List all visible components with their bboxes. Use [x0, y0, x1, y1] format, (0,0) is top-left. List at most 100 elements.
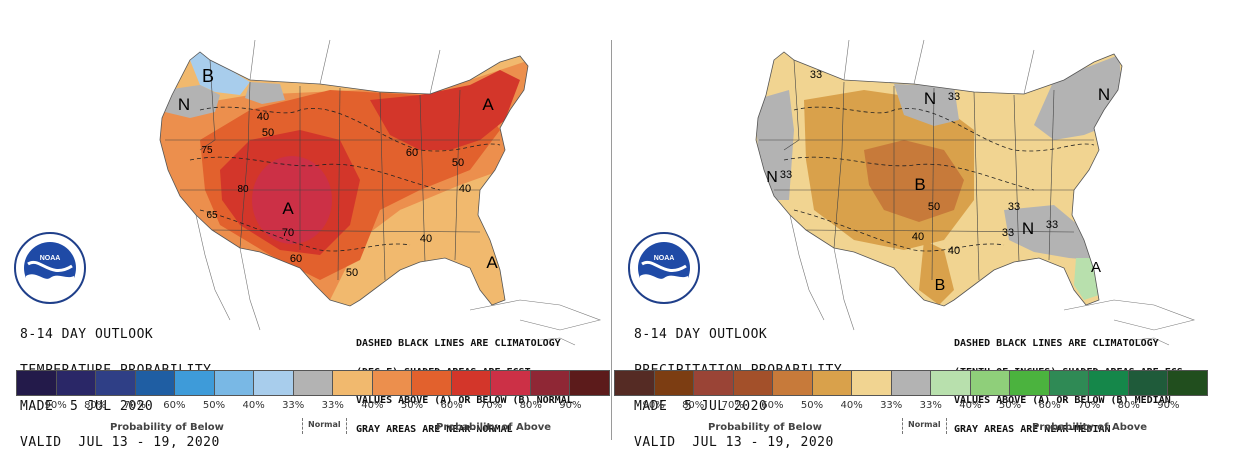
colorbar-tick-label: 90% — [559, 400, 582, 411]
colorbar-tick-label: 60% — [163, 400, 186, 411]
map-labels: BN A A A 40 50 75 80 70 60 65 50 60 50 40 40 — [178, 66, 498, 279]
colorbar-swatch — [96, 371, 136, 395]
colorbar-swatch — [570, 371, 609, 395]
map-label: 70 — [282, 227, 294, 239]
map-label: 60 — [290, 253, 302, 265]
note-line-4: GRAY AREAS ARE NEAR-MEDIAN — [954, 423, 1111, 435]
map-label: 40 — [420, 233, 432, 245]
colorbar-tick-label: 80% — [1117, 400, 1140, 411]
caption-normal: Normal — [302, 418, 347, 434]
caption-normal: Normal — [902, 418, 947, 434]
colorbar-tick-label: 33% — [282, 400, 305, 411]
colorbar-swatch — [1089, 371, 1129, 395]
colorbar-tick-label: 70% — [123, 400, 146, 411]
colorbar-tick-label: 90% — [1157, 400, 1180, 411]
colorbar-tick-label: 50% — [998, 400, 1022, 411]
note-line-1: DASHED BLACK LINES ARE CLIMATOLOGY — [356, 338, 561, 349]
note-line-1: DASHED BLACK LINES ARE CLIMATOLOGY — [954, 338, 1159, 349]
colorbar-swatch — [56, 371, 97, 395]
colorbar-tick-label: 60% — [440, 400, 463, 411]
us-outline — [159, 51, 529, 307]
map-label: 50 — [452, 157, 464, 169]
map-label: A — [282, 199, 294, 218]
us-outline — [755, 51, 1123, 307]
map-fill-below-40 — [190, 52, 250, 95]
colorbar-tick-label: 90% — [44, 400, 67, 411]
colorbar-tick-label: 80% — [682, 400, 705, 411]
colorbar-swatch — [1168, 371, 1207, 395]
map-label: N — [178, 95, 190, 114]
colorbar-swatch — [491, 371, 531, 395]
map-fill-normal-north — [894, 84, 959, 126]
precipitation-colorbar — [614, 370, 1208, 396]
colorbar-swatch — [333, 371, 373, 395]
note-line-3: VALUES ABOVE (A) OR BELOW (B) NORMAL — [356, 395, 573, 406]
map-label: 33 — [1008, 201, 1020, 213]
colorbar-tick-label: 60% — [761, 400, 784, 411]
precipitation-tick-labels: 90% 80% 70% 60% 50% 40% 33% 33% 40% 50% 60% 70% 80% 9… — [614, 400, 1208, 414]
map-label: 75 — [201, 145, 213, 156]
temperature-colorbar — [16, 370, 610, 396]
colorbar-tick-label: 40% — [361, 400, 384, 411]
panel-divider — [611, 40, 612, 440]
map-fill-70-ne — [370, 70, 520, 150]
state-borders — [165, 59, 500, 281]
colorbar-swatch — [773, 371, 813, 395]
colorbar-swatch — [372, 371, 413, 395]
map-label: 33 — [780, 169, 792, 181]
map-label: 33 — [948, 91, 960, 103]
map-label: N — [924, 89, 936, 108]
colorbar-swatch — [812, 371, 853, 395]
colorbar-swatch — [17, 371, 57, 395]
colorbar-swatch — [852, 371, 892, 395]
colorbar-tick-label: 40% — [840, 400, 863, 411]
colorbar-swatch — [970, 371, 1011, 395]
colorbar-swatch — [451, 371, 492, 395]
map-label: 40 — [948, 245, 960, 257]
map-label: 33 — [1046, 219, 1058, 231]
map-fill-80 — [252, 156, 332, 244]
caption-above: Probability of Above — [436, 422, 552, 433]
colorbar-tick-label: 70% — [721, 400, 744, 411]
colorbar-swatch — [733, 371, 774, 395]
temperature-outlook-panel: B N A A A 40 50 75 80 70 60 65 50 60 50 40 40 NOAA 8-14 … — [0, 0, 610, 451]
note-line-4: GRAY AREAS ARE NEAR-NORMAL — [356, 423, 513, 435]
colorbar-swatch — [694, 371, 734, 395]
map-label: 60 — [406, 147, 418, 159]
colorbar-tick-label: 60% — [1038, 400, 1061, 411]
colorbar-swatch — [412, 371, 452, 395]
colorbar-tick-label: 90% — [642, 400, 665, 411]
map-label: 50 — [346, 267, 358, 279]
map-fill-normal-2 — [245, 82, 285, 104]
map-label: N — [1022, 219, 1034, 238]
map-label: A — [1091, 259, 1101, 276]
colorbar-swatch — [254, 371, 294, 395]
colorbar-swatch — [214, 371, 255, 395]
svg-text:NOAA: NOAA — [40, 255, 61, 262]
map-fill-above-40 — [1074, 258, 1099, 300]
valid-dates: VALID JUL 13 - 19, 2020 — [634, 435, 834, 450]
colorbar-tick-label: 40% — [242, 400, 265, 411]
neighbor-borders — [789, 39, 1196, 346]
colorbar-tick-label: 50% — [800, 400, 824, 411]
colorbar-tick-label: 33% — [321, 400, 344, 411]
noaa-logo: NOAA — [14, 232, 86, 304]
title-line-1: 8-14 DAY OUTLOOK — [634, 327, 768, 342]
map-label: 33 — [1002, 227, 1014, 239]
temperature-tick-labels: 90% 80% 70% 60% 50% 40% 33% 33% 40% 50% 60% 70% 80% 9… — [16, 400, 610, 414]
caption-below: Probability of Below — [708, 422, 822, 433]
caption-above: Probability of Above — [1032, 422, 1148, 433]
map-label: 50 — [262, 127, 274, 139]
colorbar-swatch — [175, 371, 215, 395]
precipitation-outlook-panel: 33 N 33 N N 33 B 50 40 40 B 33 N 33 A 33 NOAA 8-14 DAY … — [614, 0, 1224, 451]
map-label: 40 — [459, 183, 471, 195]
climatology-contours — [783, 106, 1095, 252]
map-label: A — [486, 253, 498, 272]
map-label: N — [766, 169, 778, 186]
temperature-outlook-map: BN A A A 40 50 75 80 70 60 65 50 60 50 40 40 — [159, 39, 602, 346]
note-line-3: VALUES ABOVE (A) OR BELOW (B) MEDIAN — [954, 395, 1171, 406]
map-label: 33 — [810, 69, 822, 81]
noaa-logo: NOAA — [628, 232, 700, 304]
colorbar-swatch — [654, 371, 695, 395]
map-fill-below-50 — [864, 140, 964, 222]
